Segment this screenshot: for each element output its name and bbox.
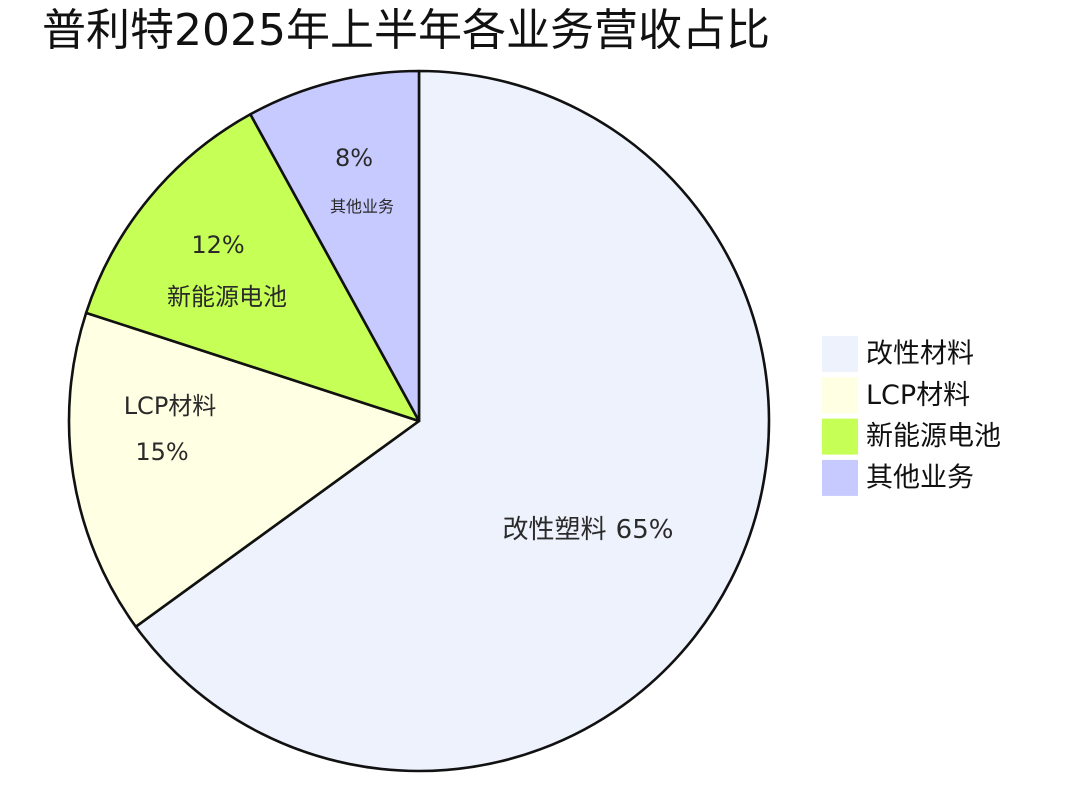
- slice-percent-label: 12%: [191, 231, 244, 259]
- legend-label: LCP材料: [866, 380, 970, 411]
- slice-label-other-business: 8%: [335, 144, 373, 172]
- slice-percent-label: 15%: [135, 438, 188, 466]
- pie-slices: [67, 69, 771, 773]
- slice-percent-label: 8%: [335, 144, 373, 172]
- slice-name-label: 其他业务: [330, 197, 394, 216]
- pie-slice-new-energy-battery: [84, 112, 421, 423]
- legend-swatch: [822, 377, 858, 414]
- slice-label-modified-plastics: 改性塑料 65%: [503, 515, 674, 545]
- slice-label-new-energy-battery: 12%: [191, 231, 244, 259]
- legend-item-new-energy-battery: 新能源电池: [822, 418, 1001, 455]
- slice-labels: 改性塑料 65% LCP材料 15% 12% 新能源电池 8% 其他业务: [124, 144, 674, 545]
- slice-name-label: LCP材料: [124, 392, 217, 420]
- legend-item-other-business: 其他业务: [822, 459, 974, 496]
- slice-label-lcp-material: 15%: [135, 438, 188, 466]
- legend-item-modified-plastics: 改性材料: [822, 336, 974, 372]
- legend-label: 新能源电池: [866, 421, 1001, 452]
- pie-slice-modified-plastics: [134, 69, 771, 773]
- chart-title: 普利特2025年上半年各业务营收占比: [42, 5, 770, 56]
- slice-label-other-business: 其他业务: [330, 197, 394, 216]
- slice-percent-label: 65%: [616, 515, 674, 545]
- legend-swatch: [822, 336, 858, 372]
- legend-label: 其他业务: [866, 462, 974, 493]
- pie-slice-lcp-material: [67, 311, 421, 629]
- legend-swatch: [822, 459, 858, 496]
- legend-label: 改性材料: [866, 339, 974, 370]
- slice-name-label: 新能源电池: [167, 283, 287, 311]
- pie-slice-other-business: [249, 69, 421, 423]
- slice-label-lcp-material: LCP材料: [124, 392, 217, 420]
- slice-label-new-energy-battery: 新能源电池: [167, 283, 287, 311]
- legend-item-lcp-material: LCP材料: [822, 377, 970, 414]
- legend-swatch: [822, 418, 858, 455]
- slice-name-label: 改性塑料: [503, 515, 607, 545]
